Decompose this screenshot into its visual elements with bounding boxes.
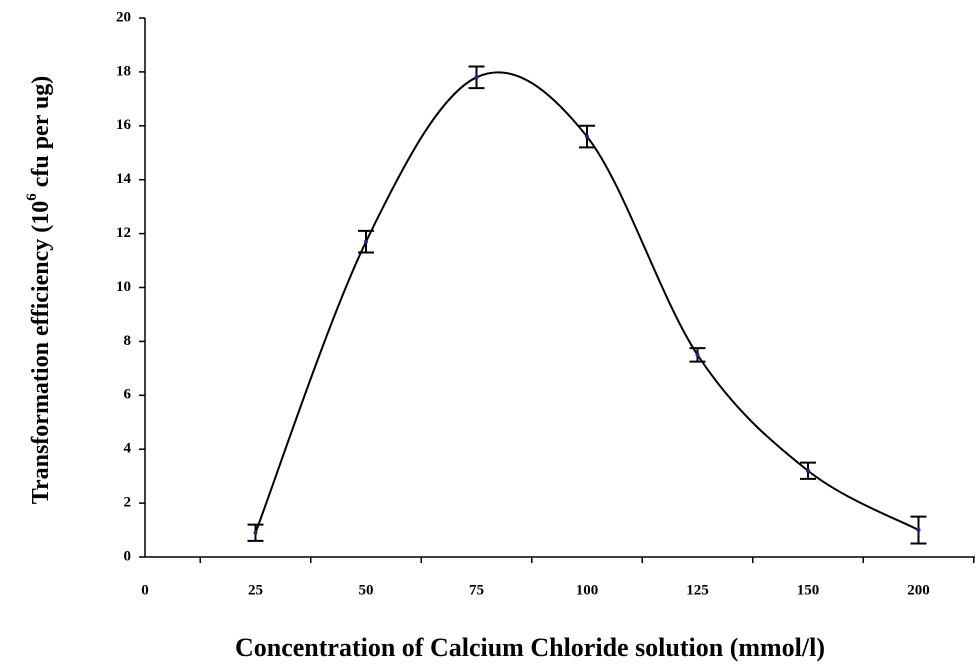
- curve: [254, 71, 919, 534]
- y-axis-label: Transformation efficiency (106 cfu per u…: [24, 76, 53, 505]
- x-tick-label: 150: [797, 582, 820, 598]
- x-tick-label: 200: [907, 582, 930, 598]
- x-tick-label: 50: [359, 582, 374, 598]
- y-tick-label: 14: [116, 171, 132, 187]
- y-tick-label: 12: [116, 225, 131, 241]
- x-tick-label: 75: [469, 582, 484, 598]
- point: [695, 352, 700, 357]
- y-axis-label-sup: 6: [24, 193, 40, 201]
- point: [364, 239, 368, 244]
- y-tick-label: 6: [124, 387, 132, 403]
- y-tick-label: 20: [116, 9, 131, 25]
- x-tick-label: 125: [686, 582, 709, 598]
- x-tick-label: 25: [248, 582, 263, 598]
- y-tick-label: 18: [116, 63, 131, 79]
- x-tick-label: 100: [576, 582, 599, 598]
- y-tick-label: 2: [124, 495, 132, 511]
- x-tick-label: 0: [141, 582, 149, 598]
- point: [253, 530, 258, 535]
- y-tick-label: 4: [124, 441, 132, 457]
- x-axis-label: Concentration of Calcium Chloride soluti…: [235, 633, 825, 662]
- y-tick-label: 16: [116, 117, 132, 133]
- y-axis-label-text: Transformation efficiency (10: [28, 201, 54, 504]
- point: [916, 528, 921, 533]
- y-tick-label: 10: [116, 279, 131, 295]
- point: [474, 75, 479, 80]
- point: [806, 468, 810, 473]
- y-tick-label: 0: [124, 548, 132, 564]
- y-tick-label: 8: [124, 333, 132, 349]
- point: [585, 134, 589, 139]
- y-axis-label-text: cfu per ug): [28, 76, 54, 194]
